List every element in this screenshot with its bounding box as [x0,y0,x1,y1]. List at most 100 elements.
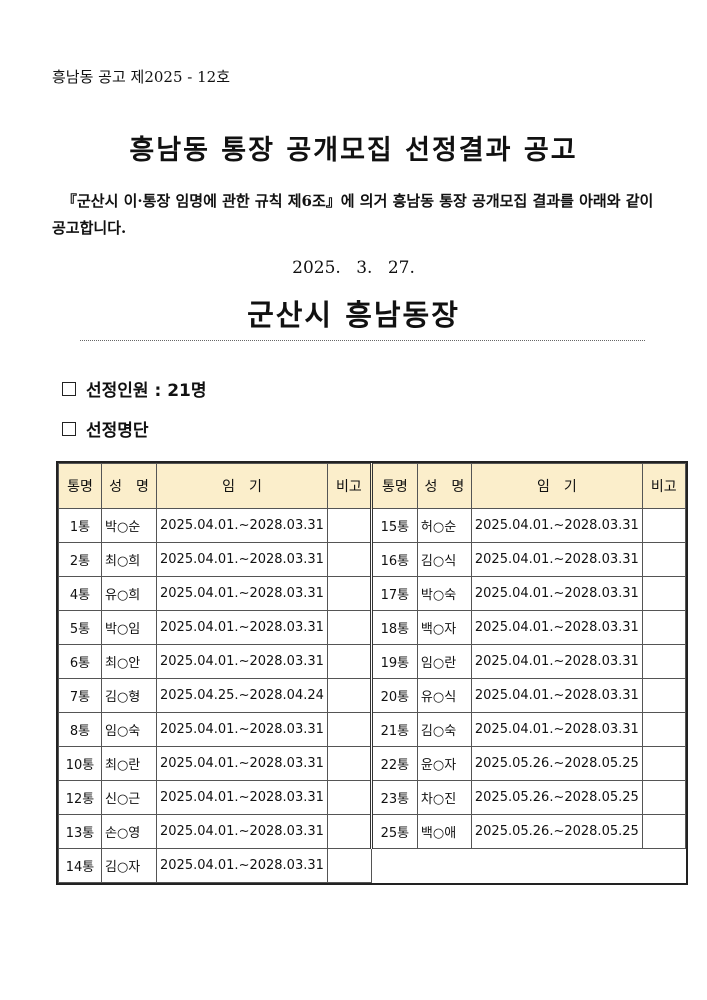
empty-cell [642,849,685,883]
cell-term: 2025.05.26.~2028.05.25 [470,814,643,849]
cell-name: 김○식 [416,542,472,577]
cell-tong: 17통 [369,576,418,611]
cell-term: 2025.04.25.~2028.04.24 [156,678,328,713]
cell-term: 2025.05.26.~2028.05.25 [470,780,643,815]
empty-cell [417,849,471,883]
cell-tong: 23통 [369,780,418,815]
table-header-row: 통명 성 명 임 기 비고 통명 성 명 임 기 비고 [58,463,686,509]
cell-tong: 7통 [58,678,102,713]
selection-table: 통명 성 명 임 기 비고 통명 성 명 임 기 비고 1통 박○순 2025.04… [56,461,688,885]
cell-term: 2025.04.01.~2028.03.31 [156,814,328,849]
table-row: 8통 임○숙 2025.04.01.~2028.03.31 21통 김○숙 2025.04… [58,712,686,747]
cell-name: 손○영 [101,814,157,849]
cell-term: 2025.04.01.~2028.03.31 [156,780,328,815]
cell-term: 2025.04.01.~2028.03.31 [470,542,643,577]
table-row: 6통 최○안 2025.04.01.~2028.03.31 19통 임○란 2025.04… [58,644,686,679]
cell-name: 임○숙 [101,712,157,747]
cell-tong: 20통 [369,678,418,713]
cell-name: 김○형 [101,678,157,713]
cell-tong: 12통 [58,780,102,815]
table-row: 10통 최○란 2025.04.01.~2028.03.31 22통 윤○자 2025.0… [58,746,686,781]
header-tong: 통명 [369,463,418,509]
header-term: 임 기 [156,463,328,509]
table-row: 1통 박○순 2025.04.01.~2028.03.31 15통 허○순 2025.04… [58,508,686,543]
header-term: 임 기 [470,463,643,509]
cell-note [326,814,372,849]
cell-name: 박○임 [101,610,157,645]
cell-term: 2025.04.01.~2028.03.31 [156,610,328,645]
cell-note [326,678,372,713]
cell-term: 2025.04.01.~2028.03.31 [156,542,328,577]
cell-note [641,542,686,577]
cell-name: 유○희 [101,576,157,611]
cell-note [641,644,686,679]
cell-tong: 2통 [58,542,102,577]
cell-name: 최○희 [101,542,157,577]
cell-note [326,848,372,883]
table-row: 5통 박○임 2025.04.01.~2028.03.31 18통 백○자 2025.04… [58,610,686,645]
cell-note [326,542,372,577]
cell-note [326,712,372,747]
cell-tong: 16통 [369,542,418,577]
cell-note [641,712,686,747]
cell-tong: 15통 [369,508,418,543]
header-tong: 통명 [58,463,102,509]
cell-name: 윤○자 [416,746,472,781]
cell-tong: 4통 [58,576,102,611]
cell-note [641,508,686,543]
checkbox-square-icon [62,381,76,396]
cell-note [326,576,372,611]
cell-tong: 25통 [369,814,418,849]
empty-cell [471,849,642,883]
cell-name: 최○란 [101,746,157,781]
cell-term: 2025.04.01.~2028.03.31 [156,508,328,543]
header-name: 성 명 [101,463,157,509]
cell-tong: 8통 [58,712,102,747]
header-note: 비고 [641,463,686,509]
section-label: 선정인원 : 21명 [86,381,207,401]
cell-note [326,644,372,679]
cell-name: 차○진 [416,780,472,815]
cell-tong: 6통 [58,644,102,679]
cell-tong: 10통 [58,746,102,781]
cell-tong: 19통 [369,644,418,679]
body-text: 『군산시 이·통장 임명에 관한 규칙 제6조』에 의거 흥남동 통장 공개모집… [52,192,654,237]
cell-tong: 18통 [369,610,418,645]
section-selected-list: 선정명단 [62,416,149,441]
cell-tong: 14통 [58,848,102,883]
cell-tong: 5통 [58,610,102,645]
cell-note [326,746,372,781]
section-label: 선정명단 [86,421,149,441]
cell-term: 2025.04.01.~2028.03.31 [156,576,328,611]
table-row: 2통 최○희 2025.04.01.~2028.03.31 16통 김○식 2025.04… [58,542,686,577]
notice-date: 2025. 3. 27. [292,258,415,278]
cell-term: 2025.04.01.~2028.03.31 [470,610,643,645]
cell-tong: 21통 [369,712,418,747]
checkbox-square-icon [62,421,76,436]
header-name: 성 명 [416,463,472,509]
cell-name: 임○란 [416,644,472,679]
cell-note [326,610,372,645]
empty-cell [371,849,417,883]
cell-note [641,780,686,815]
cell-term: 2025.04.01.~2028.03.31 [470,576,643,611]
cell-term: 2025.04.01.~2028.03.31 [470,712,643,747]
cell-note [641,814,686,849]
divider [80,340,645,341]
cell-term: 2025.04.01.~2028.03.31 [156,712,328,747]
cell-note [326,508,372,543]
cell-name: 백○애 [416,814,472,849]
cell-term: 2025.05.26.~2028.05.25 [470,746,643,781]
cell-term: 2025.04.01.~2028.03.31 [470,644,643,679]
cell-name: 허○순 [416,508,472,543]
cell-name: 박○숙 [416,576,472,611]
cell-term: 2025.04.01.~2028.03.31 [156,644,328,679]
table-row: 4통 유○희 2025.04.01.~2028.03.31 17통 박○숙 2025.04… [58,576,686,611]
cell-note [641,576,686,611]
cell-term: 2025.04.01.~2028.03.31 [470,508,643,543]
cell-tong: 1통 [58,508,102,543]
notice-number: 흥남동 공고 제2025 - 12호 [52,68,231,86]
cell-name: 유○식 [416,678,472,713]
cell-term: 2025.04.01.~2028.03.31 [470,678,643,713]
